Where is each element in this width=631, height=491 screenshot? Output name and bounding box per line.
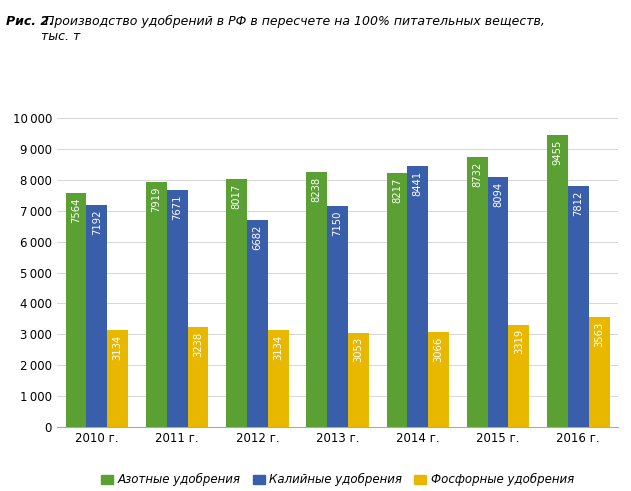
Bar xyxy=(547,135,568,427)
Bar xyxy=(589,317,610,427)
Bar xyxy=(408,166,428,427)
Bar xyxy=(467,157,488,427)
Text: 7671: 7671 xyxy=(172,194,182,220)
Text: 7812: 7812 xyxy=(574,190,583,216)
Bar xyxy=(66,193,86,427)
Text: 8732: 8732 xyxy=(472,162,482,187)
Text: 8094: 8094 xyxy=(493,182,503,207)
Bar xyxy=(146,182,167,427)
Bar xyxy=(187,327,208,427)
Text: 8017: 8017 xyxy=(232,184,242,209)
Bar xyxy=(167,190,187,427)
Bar xyxy=(86,205,107,427)
Text: 7564: 7564 xyxy=(71,198,81,223)
Text: 7192: 7192 xyxy=(92,209,102,235)
Text: 9455: 9455 xyxy=(552,139,562,164)
Text: 7919: 7919 xyxy=(151,187,162,212)
Text: Рис. 2.: Рис. 2. xyxy=(6,15,54,27)
Bar xyxy=(509,325,529,427)
Bar xyxy=(387,173,408,427)
Text: 3238: 3238 xyxy=(193,331,203,357)
Bar xyxy=(348,333,369,427)
Bar xyxy=(226,179,247,427)
Text: 3134: 3134 xyxy=(273,335,283,360)
Bar xyxy=(268,330,288,427)
Text: 3319: 3319 xyxy=(514,329,524,355)
Bar xyxy=(306,172,327,427)
Text: 8217: 8217 xyxy=(392,178,402,203)
Bar xyxy=(247,220,268,427)
Text: 8441: 8441 xyxy=(413,171,423,196)
Text: 3134: 3134 xyxy=(113,335,123,360)
Text: 8238: 8238 xyxy=(312,177,322,202)
Text: Производство удобрений в РФ в пересчете на 100% питательных веществ,
тыс. т: Производство удобрений в РФ в пересчете … xyxy=(41,15,545,43)
Bar xyxy=(107,330,128,427)
Text: 3053: 3053 xyxy=(353,337,363,362)
Text: 6682: 6682 xyxy=(252,225,262,250)
Legend: Азотные удобрения, Калийные удобрения, Фосфорные удобрения: Азотные удобрения, Калийные удобрения, Ф… xyxy=(97,468,579,491)
Bar xyxy=(327,206,348,427)
Text: 3563: 3563 xyxy=(594,322,604,347)
Bar xyxy=(428,332,449,427)
Text: 7150: 7150 xyxy=(333,211,343,236)
Text: 3066: 3066 xyxy=(433,337,444,362)
Bar xyxy=(488,177,509,427)
Bar xyxy=(568,186,589,427)
